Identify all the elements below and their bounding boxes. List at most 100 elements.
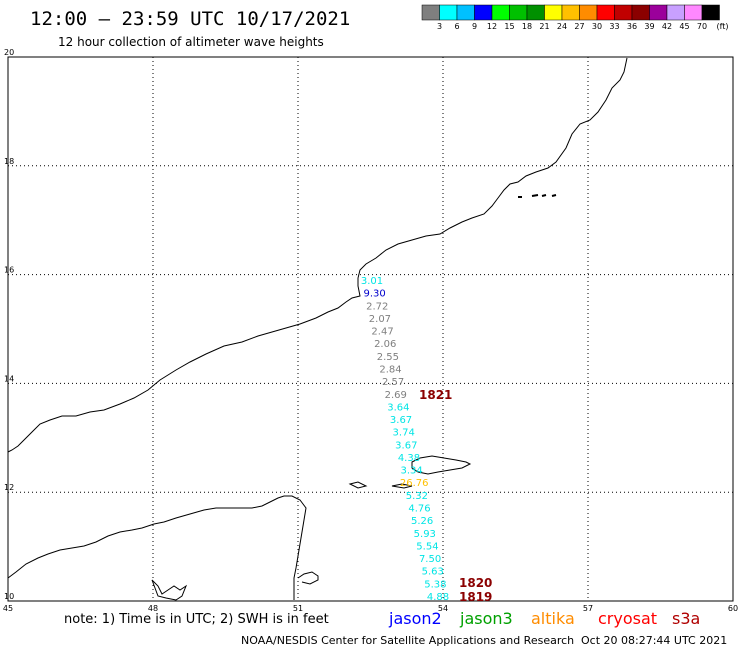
colorbar-label: 21 [539,22,549,31]
longitude-tick-label: 57 [583,604,593,613]
colorbar-swatch [649,4,668,21]
colorbar-unit: (ft) [717,22,729,31]
track-label: 1819 [459,590,492,604]
colorbar-label: 36 [627,22,637,31]
african-coastline-tip [297,571,319,585]
colorbar-label: 33 [609,22,619,31]
track-label: 1821 [419,388,452,402]
swh-value: 5.63 [422,567,444,578]
map-frame [7,56,734,602]
colorbar-swatch [421,4,440,21]
colorbar-swatch [666,4,685,21]
latitude-tick-label: 20 [4,48,14,57]
longitude-tick-label: 45 [3,604,13,613]
mission-label: s3a [672,609,701,628]
colorbar-swatch [526,4,545,21]
swh-value: 2.55 [377,352,399,363]
longitude-tick-label: 48 [148,604,158,613]
swh-value: 3.74 [393,428,415,439]
colorbar-swatch [491,4,510,21]
latitude-ticks: 10 12 14 16 18 20 [4,48,14,601]
swh-value: 4.76 [408,504,430,515]
observation-values: 3.01 9.302.72 2.07 2.472.06 2.552.84 2.57 2.69… [361,276,449,603]
colorbar-label: 30 [592,22,602,31]
swh-value: 5.38 [424,579,446,590]
colorbar-label: 12 [487,22,497,31]
swh-value: 4.88 [427,592,449,603]
colorbar-swatch [614,4,633,21]
swh-value: 2.07 [369,314,391,325]
colorbar-label: 70 [697,22,707,31]
swh-value: 2.06 [374,339,396,350]
swh-value: 7.50 [419,554,441,565]
colorbar-label: 3 [437,22,442,31]
colorbar-swatch [474,4,493,21]
colorbar-swatch [684,4,703,21]
colorbar-swatch [631,4,650,21]
swh-value: 3.67 [395,440,417,451]
samhah-island [391,483,413,489]
colorbar-swatch [439,4,458,21]
african-coastline [7,495,307,600]
colorbar-label: 42 [662,22,672,31]
colorbar-label: 27 [574,22,584,31]
colorbar-swatch [561,4,580,21]
colorbar-swatch [596,4,615,21]
colorbar: 3 6 9 12 15 18 21 24 27 30 33 36 39 42 45 70 (ft) [421,4,729,31]
mission-label: cryosat [598,609,658,628]
page-title: 12:00 – 23:59 UTC 10/17/2021 [30,8,351,30]
latitude-tick-label: 10 [4,592,14,601]
swh-value: 5.26 [411,516,433,527]
colorbar-label: 18 [522,22,532,31]
latitude-tick-label: 14 [4,374,14,383]
credit-timestamp: Oct 20 08:27:44 UTC 2021 [581,634,728,647]
colorbar-label: 45 [679,22,689,31]
swh-value: 2.72 [366,301,388,312]
longitude-tick-label: 51 [293,604,303,613]
colorbar-label: 9 [472,22,477,31]
mission-label: jason2 [389,609,442,628]
page-subtitle: 12 hour collection of altimeter wave hei… [58,35,324,49]
kuria-muria-islands [518,194,557,198]
swh-value: 3.67 [390,415,412,426]
longitude-tick-label: 60 [728,604,738,613]
mission-label: jason3 [460,609,513,628]
abd-al-kuri-island [348,481,368,489]
track-label: 1820 [459,576,492,590]
footer-note: note: 1) Time is in UTC; 2) SWH is in fe… [64,612,329,627]
graticule [8,57,733,601]
swh-value: 5.32 [406,491,428,502]
latitude-tick-label: 12 [4,483,14,492]
swh-value: 2.47 [371,327,393,338]
swh-value: 3.34 [400,466,422,477]
mission-label: altika [531,609,575,628]
colorbar-swatch [701,4,720,21]
colorbar-label: 39 [644,22,654,31]
swh-value: 5.93 [414,529,436,540]
colorbar-swatch [509,4,528,21]
colorbar-swatch [579,4,598,21]
somalia-islets [151,579,188,601]
colorbar-label: 24 [557,22,567,31]
swh-value: 2.84 [379,364,401,375]
latitude-tick-label: 18 [4,157,14,166]
socotra-island [411,455,472,475]
swh-value: 2.57 [382,377,404,388]
swh-value: 26.76 [400,478,429,489]
swh-value: 4.38 [398,453,420,464]
swh-value: 3.01 [361,276,383,287]
latitude-tick-label: 16 [4,266,14,275]
longitude-ticks: 45 48 51 54 57 60 [3,604,738,613]
swh-value: 2.69 [385,390,407,401]
arabian-coastline [7,57,628,453]
swh-value: 5.54 [416,541,438,552]
longitude-tick-label: 54 [438,604,448,613]
colorbar-swatch [456,4,475,21]
colorbar-swatch [544,4,563,21]
coastline [7,57,628,601]
colorbar-label: 6 [454,22,459,31]
swh-value: 9.30 [364,289,386,300]
colorbar-label: 15 [504,22,514,31]
